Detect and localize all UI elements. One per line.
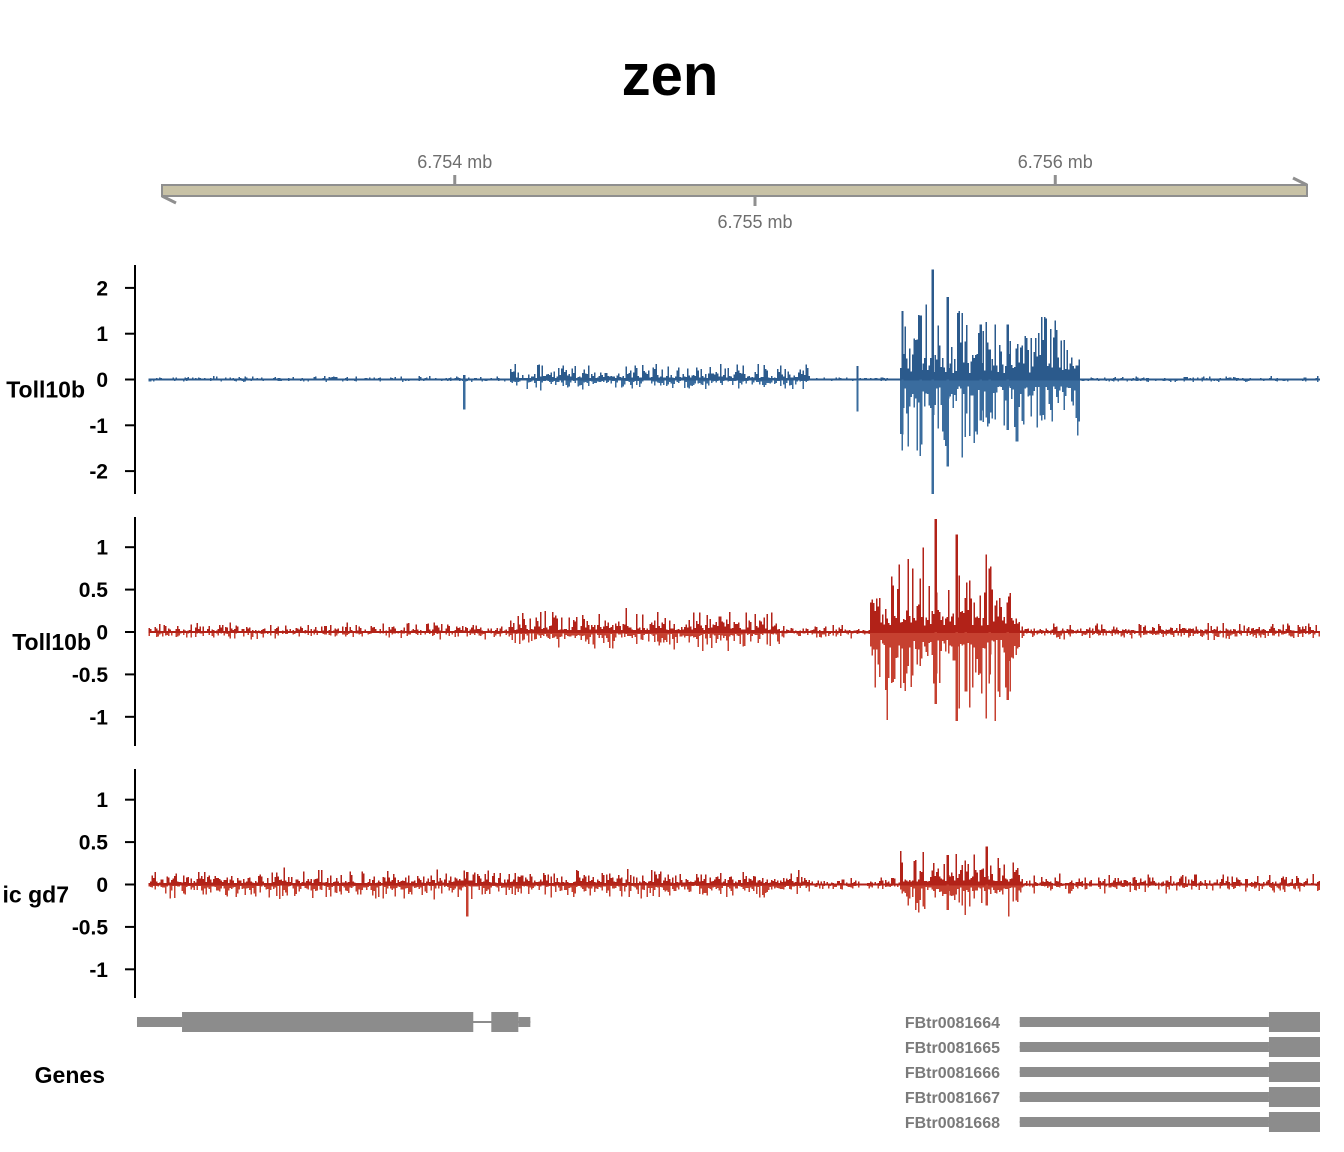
- positive-signal: [148, 547, 1320, 633]
- gene-track: Genes FBtr0081664 FBtr0081665 FBtr0081666 FB…: [35, 1012, 1320, 1132]
- gene-transcript: FBtr0081667: [905, 1087, 1320, 1107]
- transcript-name: FBtr0081668: [905, 1115, 1000, 1132]
- y-tick-label: 0: [96, 369, 108, 392]
- utr-exon: [1019, 1117, 1269, 1127]
- y-tick-label: -0.5: [72, 664, 109, 687]
- transcript-name: FBtr0081664: [905, 1015, 1000, 1032]
- signal-bars: [148, 269, 1320, 494]
- utr-exon: [136, 1017, 183, 1027]
- negative-signal: [148, 631, 1320, 721]
- negative-signal: [148, 378, 1320, 458]
- coding-exon: [491, 1012, 519, 1032]
- axis-tick-label: 6.754 mb: [417, 152, 492, 172]
- axis-tick-label: 6.756 mb: [1018, 152, 1093, 172]
- y-tick-label: 1: [96, 789, 108, 812]
- y-tick-label: 0: [96, 622, 108, 645]
- y-tick-label: 1: [96, 537, 108, 560]
- genome-axis-bar: [161, 184, 1308, 197]
- y-tick-label: 0.5: [79, 832, 109, 855]
- positive-signal: [148, 304, 1320, 381]
- genome-axis: 6.754 mb 6.755 mb 6.756 mb: [161, 152, 1308, 232]
- transcript-name: FBtr0081666: [905, 1065, 1000, 1082]
- y-tick-label: 0.5: [79, 579, 109, 602]
- y-tick-label: -1: [89, 415, 108, 438]
- track-name: Toll10b: [6, 377, 85, 403]
- track-name: Toll10b: [12, 629, 91, 655]
- coding-exon: [1268, 1112, 1320, 1132]
- y-tick-label: -1: [89, 959, 108, 982]
- gene-transcript: FBtr0081668: [905, 1112, 1320, 1132]
- y-tick-label: -0.5: [72, 916, 109, 939]
- gene-transcript: FBtr0081665: [905, 1037, 1320, 1057]
- genes-track-label: Genes: [35, 1062, 105, 1088]
- positive-signal: [148, 851, 1320, 886]
- chart-title: zen: [622, 43, 719, 108]
- y-tick-label: 2: [96, 277, 108, 300]
- negative-signal: [148, 883, 1320, 917]
- axis-tick-label: 6.755 mb: [717, 212, 792, 232]
- y-tick-label: 0: [96, 874, 108, 897]
- y-tick-label: -2: [89, 461, 108, 484]
- gene-transcript: FBtr0081666: [905, 1062, 1320, 1082]
- utr-exon: [1019, 1017, 1269, 1027]
- track-panel-3: 1 0.5 0 -0.5 -1 ic gd7: [3, 769, 1320, 998]
- coding-exon: [1268, 1012, 1320, 1032]
- y-tick-label: -1: [89, 706, 108, 729]
- utr-exon: [518, 1017, 531, 1027]
- coding-exon: [1268, 1062, 1320, 1082]
- signal-bars: [148, 519, 1320, 722]
- track-name: ic gd7: [3, 882, 69, 908]
- coding-exon: [1268, 1037, 1320, 1057]
- coding-exon: [182, 1012, 474, 1032]
- utr-exon: [1019, 1042, 1269, 1052]
- y-tick-label: 1: [96, 323, 108, 346]
- transcript-name: FBtr0081665: [905, 1040, 1000, 1057]
- utr-exon: [1019, 1092, 1269, 1102]
- utr-exon: [1019, 1067, 1269, 1077]
- coding-exon: [1268, 1087, 1320, 1107]
- track-panel-2: 1 0.5 0 -0.5 -1 Toll10b: [12, 517, 1320, 746]
- axis-left-arrow: [161, 194, 177, 205]
- axis-right-arrow: [1292, 176, 1308, 187]
- transcript-name: FBtr0081667: [905, 1090, 1000, 1107]
- gene-transcript: [136, 1012, 531, 1032]
- gene-transcript: FBtr0081664: [905, 1012, 1320, 1032]
- data-tracks: 210-1-2Toll10b10.50-0.5-1Toll10b10.50-0.…: [3, 265, 1320, 998]
- signal-bars: [148, 846, 1320, 917]
- track-panel-1: 2 1 0 -1 -2 Toll10b: [6, 265, 1320, 494]
